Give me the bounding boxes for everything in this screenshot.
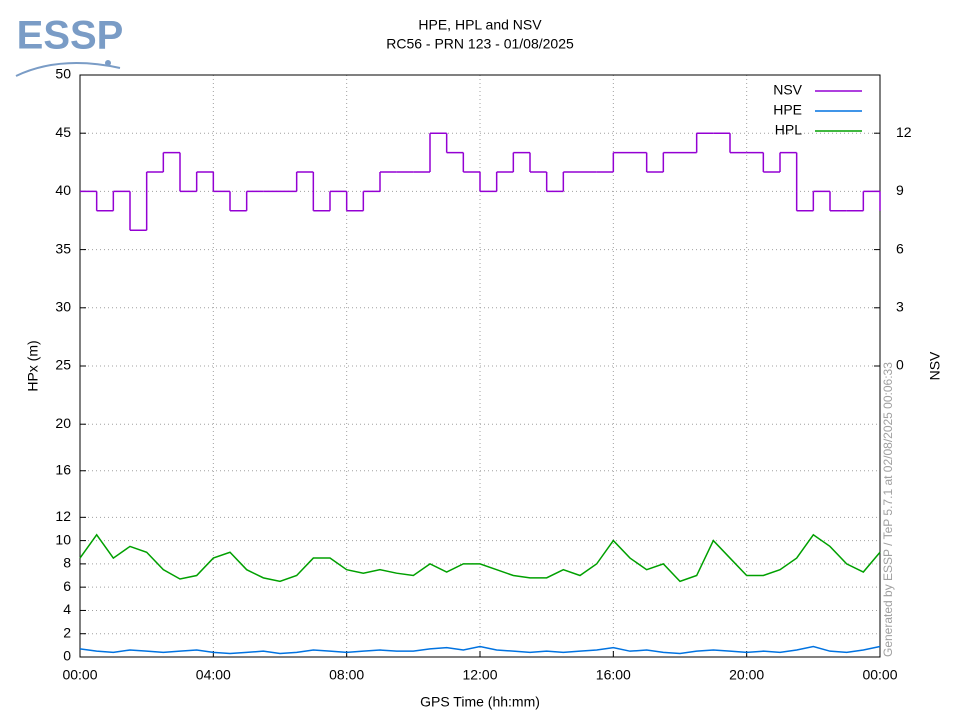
y2-axis-label: NSV bbox=[927, 351, 943, 380]
y-tick-label: 20 bbox=[55, 415, 71, 431]
chart-subtitle: RC56 - PRN 123 - 01/08/2025 bbox=[386, 36, 574, 52]
y2-tick-label: 9 bbox=[896, 182, 904, 198]
y-tick-label: 40 bbox=[55, 182, 71, 198]
y-tick-label: 4 bbox=[63, 601, 71, 617]
x-axis-label: GPS Time (hh:mm) bbox=[420, 694, 540, 710]
step-connector bbox=[95, 133, 881, 231]
series-line bbox=[79, 533, 881, 583]
y2-tick-label: 12 bbox=[896, 124, 912, 140]
x-tick-label: 00:00 bbox=[862, 667, 897, 683]
logo-dot bbox=[105, 60, 111, 66]
y-tick-label: 25 bbox=[55, 357, 71, 373]
y-tick-label: 8 bbox=[63, 555, 71, 571]
y-tick-label: 50 bbox=[55, 66, 71, 82]
y-tick-label: 2 bbox=[63, 624, 71, 640]
x-tick-label: 04:00 bbox=[196, 667, 231, 683]
x-tick-label: 00:00 bbox=[62, 667, 97, 683]
y-tick-label: 45 bbox=[55, 124, 71, 140]
series-line bbox=[79, 645, 881, 655]
y-tick-label: 0 bbox=[63, 648, 71, 664]
x-tick-label: 08:00 bbox=[329, 667, 364, 683]
legend-label: HPL bbox=[775, 122, 802, 138]
logo: ESSP bbox=[15, 14, 124, 77]
legend-label: NSV bbox=[773, 82, 802, 98]
y2-tick-label: 0 bbox=[896, 357, 904, 373]
y-tick-label: 6 bbox=[63, 578, 71, 594]
x-tick-label: 20:00 bbox=[729, 667, 764, 683]
y2-tick-label: 6 bbox=[896, 240, 904, 256]
x-tick-label: 12:00 bbox=[462, 667, 497, 683]
chart-title: HPE, HPL and NSV bbox=[418, 17, 542, 33]
y-tick-label: 30 bbox=[55, 299, 71, 315]
y-tick-label: 12 bbox=[55, 508, 71, 524]
legend-label: HPE bbox=[773, 102, 802, 118]
y-axis-label: HPx (m) bbox=[25, 340, 41, 391]
logo-text: ESSP bbox=[17, 14, 124, 58]
y2-tick-label: 3 bbox=[896, 299, 904, 315]
y-tick-label: 35 bbox=[55, 240, 71, 256]
y-tick-label: 10 bbox=[55, 531, 71, 547]
x-tick-label: 16:00 bbox=[596, 667, 631, 683]
y-tick-label: 16 bbox=[55, 461, 71, 477]
footer-note: Generated by ESSP / TeP 5.7.1 at 02/08/2… bbox=[881, 362, 895, 657]
plot-frame bbox=[79, 74, 881, 658]
